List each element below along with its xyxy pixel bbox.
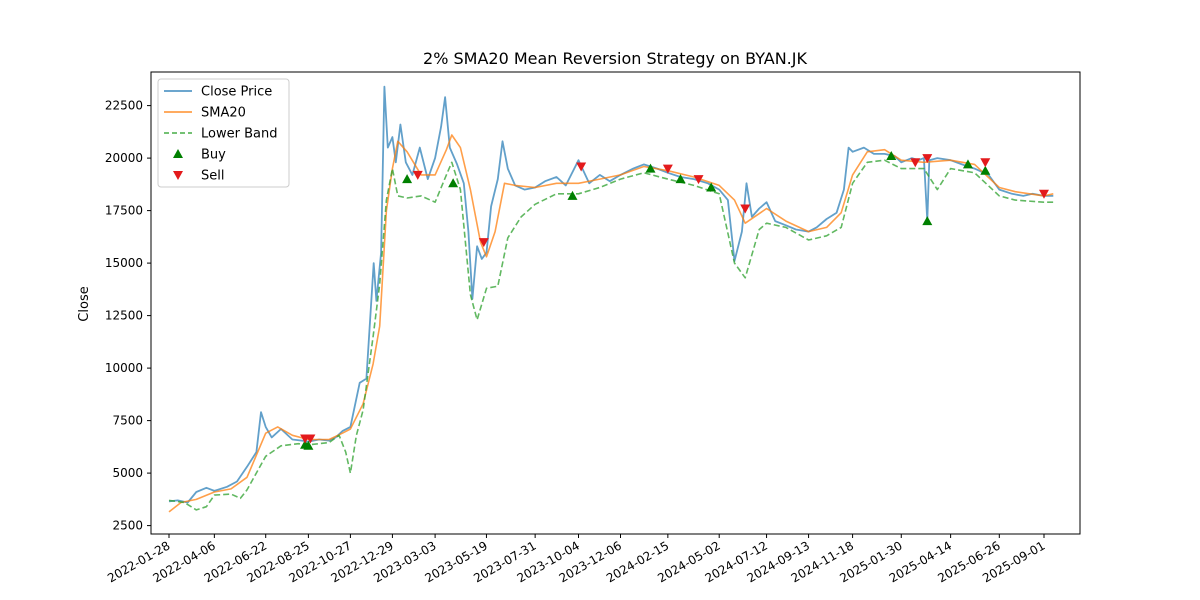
legend: Close Price SMA20 Lower Band Buy Sell xyxy=(157,78,290,188)
buy-marker xyxy=(706,182,717,192)
sell-marker xyxy=(305,434,316,444)
buy-marker xyxy=(886,151,897,160)
buy-marker xyxy=(962,159,973,169)
legend-label-lower-band: Lower Band xyxy=(201,127,277,142)
signal-marker-layer xyxy=(300,151,1049,450)
sell-marker xyxy=(922,154,933,164)
plot-frame xyxy=(150,71,1081,535)
series-sma20 xyxy=(168,134,1054,513)
buy-marker xyxy=(303,440,314,450)
buy-marker xyxy=(922,216,933,226)
sell-marker xyxy=(693,175,704,185)
legend-box xyxy=(157,78,290,188)
legend-swatch-sell xyxy=(173,171,183,180)
buy-marker xyxy=(645,163,656,173)
legend-label-sell: Sell xyxy=(201,169,224,184)
sell-marker xyxy=(662,164,673,174)
sell-marker xyxy=(412,170,423,180)
buy-marker xyxy=(448,178,459,188)
legend-label-buy: Buy xyxy=(201,148,226,163)
sell-marker xyxy=(478,238,489,248)
series-close-price xyxy=(168,85,1054,504)
y-tick-label: 22500 xyxy=(105,99,143,113)
legend-label-close-price: Close Price xyxy=(201,85,272,100)
buy-marker xyxy=(402,174,413,184)
sell-marker xyxy=(910,158,921,168)
buy-marker xyxy=(567,190,578,200)
buy-marker xyxy=(980,165,991,175)
y-tick-label: 5000 xyxy=(112,466,143,480)
y-tick-label: 12500 xyxy=(105,309,143,323)
chart-title: 2% SMA20 Mean Reversion Strategy on BYAN… xyxy=(423,49,807,68)
y-tick-label: 10000 xyxy=(105,361,143,375)
y-tick-label: 20000 xyxy=(105,151,143,165)
sell-marker xyxy=(1038,189,1049,199)
y-tick-label: 2500 xyxy=(112,519,143,533)
sell-marker xyxy=(740,204,751,214)
y-tick-label: 17500 xyxy=(105,204,143,218)
sell-marker xyxy=(576,162,587,172)
y-tick-label: 15000 xyxy=(105,256,143,270)
y-tick-label: 7500 xyxy=(112,414,143,428)
y-axis: 2500 5000 7500 10000 12500 15000 17500 20000 225… xyxy=(105,99,151,533)
sell-marker xyxy=(980,158,991,168)
y-axis-label: Close xyxy=(77,286,92,321)
buy-marker xyxy=(675,174,686,184)
legend-swatch-buy xyxy=(173,149,183,158)
legend-label-sma20: SMA20 xyxy=(201,106,246,121)
